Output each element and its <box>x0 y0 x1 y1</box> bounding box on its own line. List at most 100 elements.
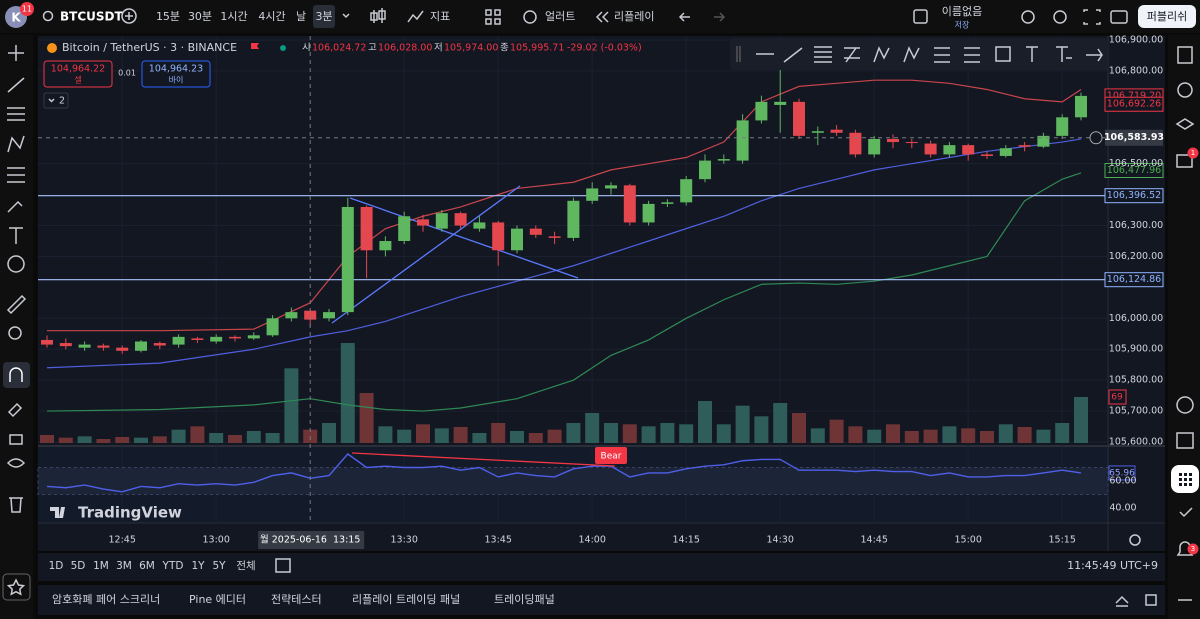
tool[interactable] <box>844 47 860 63</box>
watchlist[interactable] <box>1177 46 1193 64</box>
volume-bar <box>491 423 506 443</box>
volume-bar <box>942 426 957 443</box>
tool[interactable] <box>1026 46 1038 62</box>
trendline[interactable] <box>331 185 579 324</box>
alert[interactable]: 얼러트 <box>545 9 575 23</box>
interval[interactable]: 날 <box>296 10 306 23</box>
timeframe[interactable]: 5D <box>71 560 86 572</box>
camera-icon[interactable] <box>1110 10 1128 24</box>
eye-icon[interactable] <box>6 458 26 468</box>
fullscreen-icon[interactable] <box>1083 9 1101 25</box>
tab[interactable]: 전략테스터 <box>271 593 322 606</box>
quantity[interactable]: 0.01 <box>118 69 136 78</box>
candle-body <box>924 143 937 155</box>
chat[interactable] <box>1176 154 1193 168</box>
drag-handle[interactable] <box>736 46 741 62</box>
interval[interactable]: 30분 <box>188 10 212 23</box>
panel-controls[interactable] <box>1115 594 1157 607</box>
interval[interactable]: 3분 <box>315 10 332 23</box>
timeframe[interactable]: 5Y <box>212 560 226 572</box>
timeframe[interactable]: 6M <box>139 560 155 572</box>
publish-button[interactable] <box>1138 5 1196 28</box>
save[interactable]: 저장 <box>955 20 970 30</box>
redo[interactable] <box>714 12 726 22</box>
alerts[interactable] <box>1177 82 1193 98</box>
tool[interactable] <box>783 47 803 63</box>
fib-tool[interactable] <box>7 107 25 121</box>
indicators[interactable]: 지표 <box>430 10 450 23</box>
tool[interactable] <box>873 46 890 63</box>
layout-name[interactable]: 이름없음 <box>942 5 982 18</box>
timeframe[interactable]: 1Y <box>191 560 205 572</box>
flag[interactable] <box>251 43 259 49</box>
tab[interactable]: 암호화폐 페어 스크리너 <box>52 593 160 606</box>
layers[interactable] <box>1175 118 1195 130</box>
timeframe[interactable]: YTD <box>162 560 184 572</box>
tool[interactable] <box>934 47 950 63</box>
text-tool[interactable] <box>9 227 23 244</box>
undo[interactable] <box>678 12 690 22</box>
icon[interactable] <box>1021 10 1035 24</box>
calendar[interactable] <box>1176 432 1194 449</box>
tool[interactable] <box>1086 48 1103 62</box>
add-symbol[interactable] <box>121 8 137 24</box>
badge <box>20 2 34 16</box>
replay-icon[interactable] <box>595 11 609 23</box>
interval[interactable]: 4시간 <box>258 10 285 23</box>
candle-body <box>116 347 129 351</box>
candle-body <box>435 213 448 229</box>
settings-icon[interactable] <box>1053 10 1067 24</box>
indicator-icon[interactable] <box>407 10 424 23</box>
crosshair-tool[interactable] <box>8 45 24 61</box>
sell-button[interactable] <box>43 60 113 88</box>
brush-tool[interactable] <box>7 200 23 213</box>
axis-settings[interactable] <box>1129 534 1141 546</box>
volume-bar <box>434 428 449 443</box>
tool[interactable] <box>995 46 1011 62</box>
tool[interactable] <box>964 47 980 63</box>
timeframe[interactable]: 3M <box>116 560 132 572</box>
alert-icon[interactable] <box>523 10 537 24</box>
logo: TradingView <box>78 504 182 522</box>
line-tool[interactable] <box>7 77 25 93</box>
volume-bar <box>1055 423 1070 443</box>
timeframe[interactable]: 전체 <box>236 560 255 572</box>
ruler-tool[interactable] <box>6 294 27 315</box>
replay[interactable]: 리플레이 <box>614 10 654 23</box>
tab[interactable]: 리플레이 트레이딩 패널 <box>352 593 460 606</box>
lock-icon[interactable] <box>9 434 23 445</box>
candle-body <box>247 335 260 339</box>
chart-type-icon[interactable] <box>370 8 386 23</box>
goto-date[interactable] <box>275 558 291 573</box>
magnet-selected[interactable] <box>3 362 30 388</box>
sidebar-tool[interactable] <box>1179 507 1193 518</box>
timeframe-bar <box>38 553 1165 581</box>
buy-button[interactable] <box>141 60 211 88</box>
interval[interactable]: 15분 <box>156 10 180 23</box>
indicator-toggle[interactable] <box>43 92 69 109</box>
projection-tool[interactable] <box>7 167 25 183</box>
pattern-tool[interactable] <box>7 135 25 153</box>
volume-bar <box>735 405 750 443</box>
tool[interactable] <box>814 46 832 63</box>
ideas[interactable] <box>1176 396 1194 414</box>
lock-draw[interactable] <box>7 402 23 418</box>
zoom-tool[interactable] <box>8 326 22 340</box>
symbol[interactable]: BTCUSDT <box>60 10 123 24</box>
tool[interactable] <box>903 46 920 63</box>
volume-bar <box>209 433 224 443</box>
interval[interactable]: 1시간 <box>220 10 247 23</box>
search-icon[interactable] <box>42 10 54 22</box>
tool[interactable] <box>1056 46 1072 62</box>
layout-box[interactable] <box>913 9 928 24</box>
layout-icon[interactable] <box>485 9 501 25</box>
plus <box>125 12 133 20</box>
timeframe[interactable]: 1D <box>49 560 64 572</box>
tab[interactable]: 트레이딩패널 <box>494 593 555 606</box>
timeframe[interactable]: 1M <box>93 560 109 572</box>
tab[interactable]: Pine 에디터 <box>189 593 246 606</box>
chevron[interactable] <box>342 13 350 19</box>
favorites[interactable] <box>2 573 31 601</box>
trash-icon[interactable] <box>9 497 23 513</box>
emoji-tool[interactable] <box>7 255 25 273</box>
